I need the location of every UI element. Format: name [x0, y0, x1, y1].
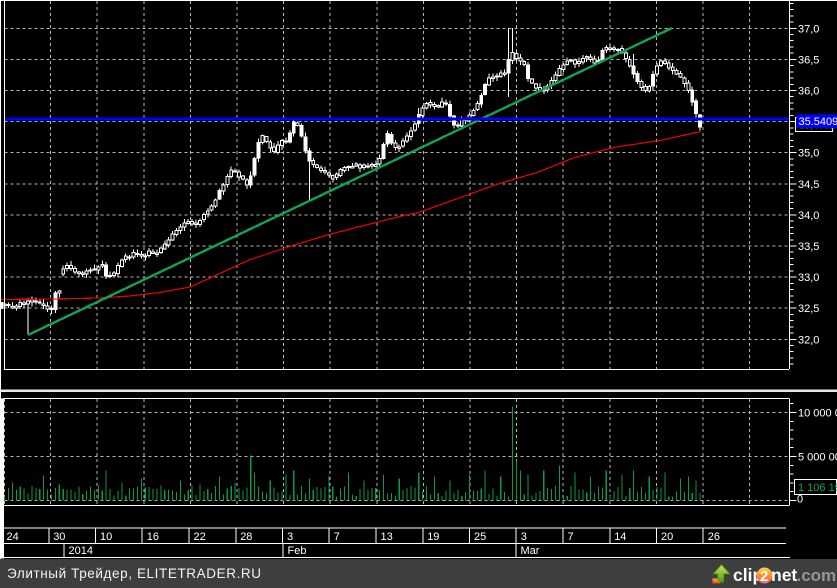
- svg-text:25: 25: [474, 531, 486, 543]
- svg-text:36,5: 36,5: [798, 54, 819, 66]
- svg-text:33,5: 33,5: [798, 241, 819, 253]
- svg-text:34,5: 34,5: [798, 179, 819, 191]
- svg-text:1 106 19: 1 106 19: [798, 482, 837, 494]
- svg-text:30: 30: [53, 531, 65, 543]
- svg-text:0: 0: [797, 494, 803, 506]
- svg-text:36,0: 36,0: [798, 86, 819, 98]
- svg-text:32,0: 32,0: [798, 334, 819, 346]
- svg-text:34,0: 34,0: [798, 210, 819, 222]
- svg-text:13: 13: [381, 531, 393, 543]
- svg-text:28: 28: [240, 531, 252, 543]
- svg-text:35.5409: 35.5409: [799, 116, 837, 128]
- svg-text:10: 10: [100, 531, 112, 543]
- svg-text:20: 20: [661, 531, 673, 543]
- svg-text:7: 7: [568, 531, 574, 543]
- svg-text:10 000 000: 10 000 000: [798, 408, 837, 420]
- svg-text:Mar: Mar: [521, 545, 540, 557]
- svg-text:2: 2: [760, 568, 768, 585]
- svg-text:14: 14: [614, 531, 626, 543]
- svg-text:33,0: 33,0: [798, 272, 819, 284]
- svg-text:7: 7: [334, 531, 340, 543]
- svg-text:3: 3: [521, 531, 527, 543]
- svg-text:22: 22: [194, 531, 206, 543]
- svg-text:3: 3: [287, 531, 293, 543]
- svg-text:net: net: [771, 565, 797, 585]
- svg-text:.com: .com: [797, 566, 837, 585]
- svg-text:16: 16: [147, 531, 159, 543]
- svg-text:19: 19: [427, 531, 439, 543]
- svg-text:Feb: Feb: [288, 545, 307, 557]
- svg-text:clip: clip: [733, 565, 763, 585]
- svg-text:24: 24: [7, 531, 19, 543]
- svg-text:32,5: 32,5: [798, 303, 819, 315]
- svg-text:35,0: 35,0: [798, 148, 819, 160]
- svg-text:2014: 2014: [69, 545, 93, 557]
- svg-text:5 000 000: 5 000 000: [798, 452, 837, 464]
- svg-text:26: 26: [708, 531, 720, 543]
- svg-text:37,0: 37,0: [798, 23, 819, 35]
